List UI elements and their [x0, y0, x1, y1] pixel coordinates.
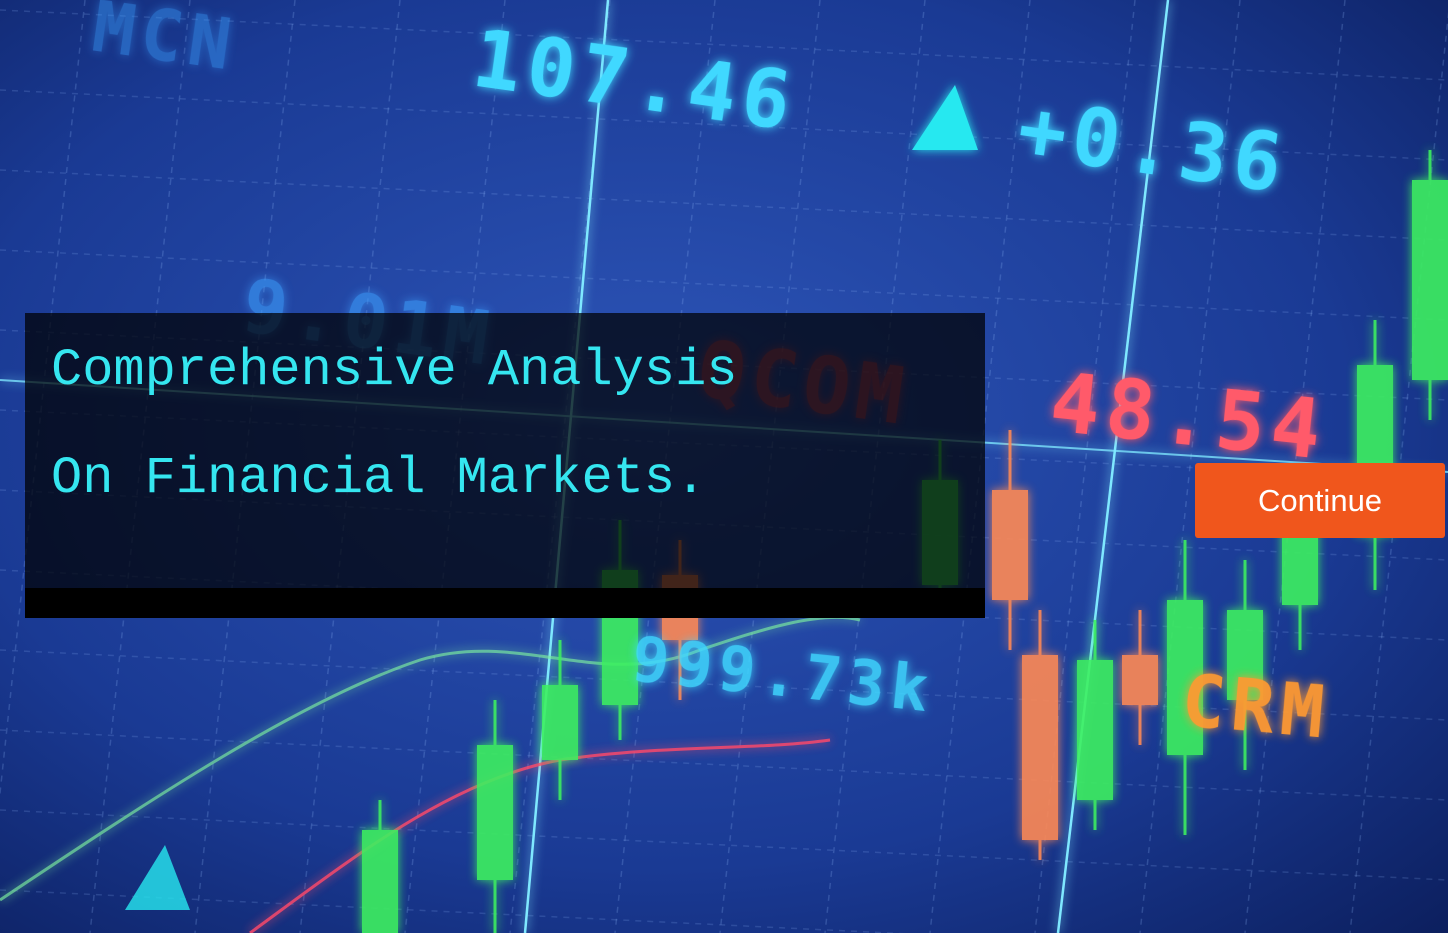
candle-body: [1022, 655, 1058, 840]
grid-line: [0, 9, 1448, 81]
panel-bar: [25, 588, 985, 618]
ticker-label: CRM: [1179, 658, 1334, 755]
hero-title: On Financial Markets.: [51, 449, 707, 508]
up-arrow: [125, 845, 190, 910]
candle-body: [1167, 600, 1203, 755]
candlestick: [1227, 560, 1263, 770]
candlestick: [362, 800, 398, 933]
grid-line: [0, 649, 1448, 721]
candle-body: [1077, 660, 1113, 800]
grid-line: [0, 89, 1448, 161]
cursor-line: [1056, 0, 1170, 933]
hero-panel: Comprehensive Analysis On Financial Mark…: [25, 313, 985, 618]
candle-body: [1412, 180, 1448, 380]
candle-body: [542, 685, 578, 760]
candle-body: [362, 830, 398, 933]
grid-line: [0, 729, 1448, 801]
grid-line: [0, 809, 1448, 881]
candle-body: [477, 745, 513, 880]
candlestick: [1022, 610, 1058, 860]
candlestick: [1122, 610, 1158, 745]
grid-line: [0, 169, 1448, 241]
hero-title: Comprehensive Analysis: [51, 341, 738, 400]
grid-line: [0, 249, 1448, 321]
candlestick: [477, 700, 513, 933]
trend-curve: [249, 738, 831, 933]
candle-body: [992, 490, 1028, 600]
candlestick: [992, 430, 1028, 650]
candlestick: [1077, 620, 1113, 830]
grid-line: [1139, 0, 1241, 933]
candlestick: [1167, 540, 1203, 835]
up-arrow: [912, 85, 978, 150]
candle-body: [1122, 655, 1158, 705]
trend-curve: [0, 615, 861, 902]
candle-body: [1227, 610, 1263, 700]
candlestick: [542, 640, 578, 800]
grid-line: [0, 889, 906, 933]
candlestick: [1412, 150, 1448, 420]
continue-button[interactable]: Continue: [1195, 463, 1445, 538]
